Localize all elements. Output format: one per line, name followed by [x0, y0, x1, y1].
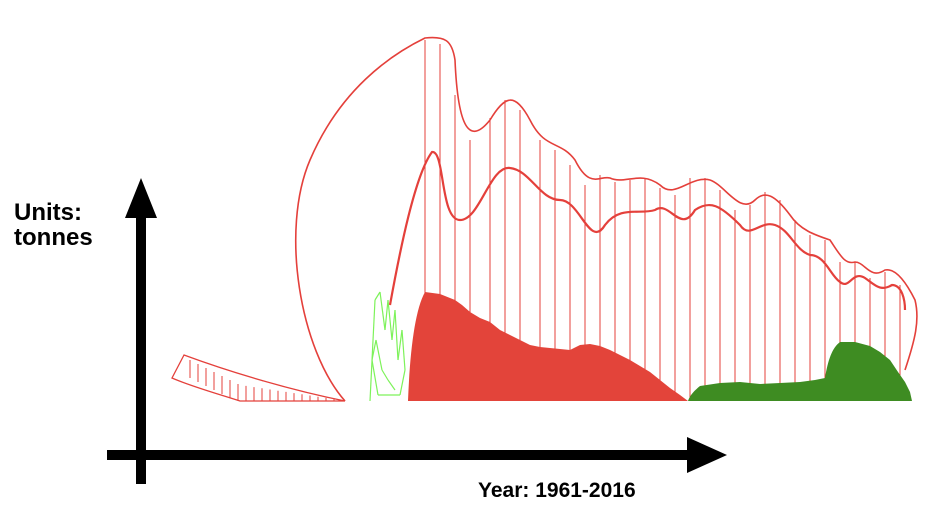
y-axis-label: Units: tonnes — [14, 200, 93, 250]
green-outline-stroke — [381, 369, 389, 381]
green-outline-stroke — [379, 291, 386, 331]
green-outline-stroke — [391, 309, 396, 341]
green-outline-stroke — [387, 379, 396, 391]
y-axis-arrowhead — [125, 178, 157, 218]
tail-bars — [189, 360, 335, 401]
green-outline-stroke — [387, 299, 393, 341]
green-outline-stroke — [384, 299, 389, 331]
x-axis-label: Year: 1961-2016 — [478, 479, 636, 502]
green-outline-stroke — [374, 291, 381, 301]
green-outline-series — [369, 291, 406, 402]
green-outline-stroke — [394, 309, 399, 361]
green-outline-stroke — [397, 329, 403, 361]
tail-outline — [171, 354, 346, 402]
green-outline-stroke — [399, 369, 406, 396]
x-axis — [107, 437, 727, 473]
green-outline-stroke — [371, 339, 377, 361]
red-filled-series — [408, 292, 688, 401]
x-axis-arrowhead — [687, 437, 727, 473]
green-outline-stroke — [369, 299, 376, 402]
inner-line — [388, 150, 907, 311]
green-outline-stroke — [375, 339, 383, 371]
green-outline-stroke — [371, 359, 379, 396]
outer-envelope — [295, 36, 918, 402]
y-axis — [125, 178, 157, 484]
green-filled-series — [688, 342, 912, 401]
green-outline-stroke — [401, 329, 406, 371]
y-axis-label-line2: tonnes — [14, 224, 93, 251]
y-axis-label-line1: Units: — [14, 199, 82, 226]
